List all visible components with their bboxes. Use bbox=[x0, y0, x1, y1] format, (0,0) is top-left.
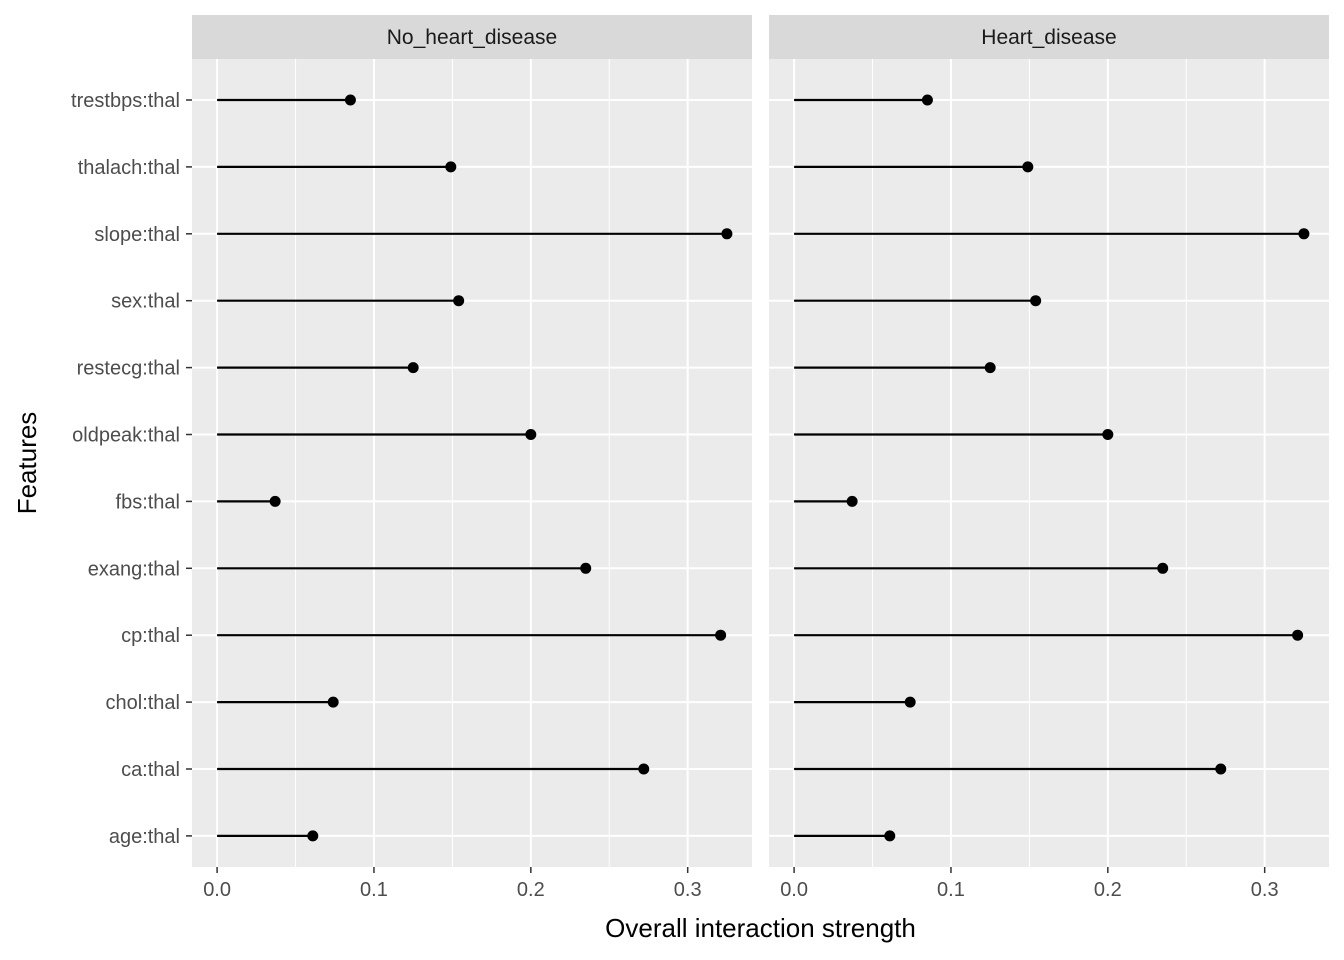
y-tick-label: fbs:thal bbox=[116, 491, 180, 513]
lollipop-point bbox=[638, 763, 650, 775]
x-tick-label: 0.3 bbox=[674, 879, 702, 901]
x-tick-label: 0.2 bbox=[1094, 879, 1122, 901]
x-tick-label: 0.2 bbox=[517, 879, 545, 901]
x-tick-label: 0.3 bbox=[1251, 879, 1279, 901]
lollipop-point bbox=[1030, 295, 1042, 307]
x-tick-label: 0.1 bbox=[937, 879, 965, 901]
lollipop-point bbox=[580, 562, 592, 574]
x-tick-label: 0.0 bbox=[203, 879, 231, 901]
panel-0: No_heart_disease 0.0 0.1 0.2 0.3 bbox=[192, 15, 752, 901]
y-tick-label: oldpeak:thal bbox=[72, 425, 180, 447]
lollipop-point bbox=[715, 629, 727, 641]
panel-background bbox=[192, 59, 752, 867]
lollipop-point bbox=[1102, 429, 1114, 440]
y-tick-label: cp:thal bbox=[121, 625, 180, 647]
lollipop-point bbox=[407, 362, 419, 374]
lollipop-point bbox=[904, 696, 916, 708]
y-tick-label: trestbps:thal bbox=[71, 90, 180, 112]
lollipop-point bbox=[327, 696, 339, 708]
lollipop-point bbox=[846, 495, 858, 507]
lollipop-point bbox=[307, 830, 319, 842]
lollipop-point bbox=[445, 161, 457, 173]
x-axis-title: Overall interaction strength bbox=[605, 913, 916, 943]
lollipop-point bbox=[984, 362, 996, 374]
panel-1: Heart_disease 0.0 0.1 0.2 0.3 bbox=[769, 15, 1329, 901]
lollipop-point bbox=[269, 495, 281, 507]
lollipop-point bbox=[1298, 228, 1310, 240]
y-axis-title: Features bbox=[12, 412, 42, 515]
lollipop-point bbox=[344, 94, 356, 106]
lollipop-point bbox=[721, 228, 733, 240]
lollipop-point bbox=[1157, 562, 1169, 574]
y-tick-label: thalach:thal bbox=[78, 157, 180, 179]
facet-strip-label: No_heart_disease bbox=[387, 26, 557, 49]
y-tick-label: sex:thal bbox=[111, 291, 180, 313]
x-tick-label: 0.0 bbox=[780, 879, 808, 901]
lollipop-point bbox=[525, 429, 537, 440]
lollipop-point bbox=[1215, 763, 1227, 775]
y-tick-label: exang:thal bbox=[88, 558, 180, 580]
y-tick-label: restecg:thal bbox=[77, 358, 180, 380]
panel-background bbox=[769, 59, 1329, 867]
y-axis: trestbps:thal thalach:thal slope:thal sex:t… bbox=[71, 90, 192, 848]
lollipop-point bbox=[453, 295, 465, 307]
facet-strip-label: Heart_disease bbox=[981, 26, 1116, 49]
lollipop-point bbox=[1292, 629, 1304, 641]
y-tick-label: ca:thal bbox=[121, 759, 180, 781]
y-tick-label: chol:thal bbox=[106, 692, 181, 714]
lollipop-point bbox=[921, 94, 933, 106]
lollipop-point bbox=[1022, 161, 1034, 173]
x-tick-label: 0.1 bbox=[360, 879, 388, 901]
lollipop-point bbox=[884, 830, 896, 842]
facet-strip bbox=[769, 15, 1329, 59]
y-tick-label: slope:thal bbox=[94, 224, 180, 246]
facet-strip bbox=[192, 15, 752, 59]
y-tick-label: age:thal bbox=[109, 826, 180, 848]
